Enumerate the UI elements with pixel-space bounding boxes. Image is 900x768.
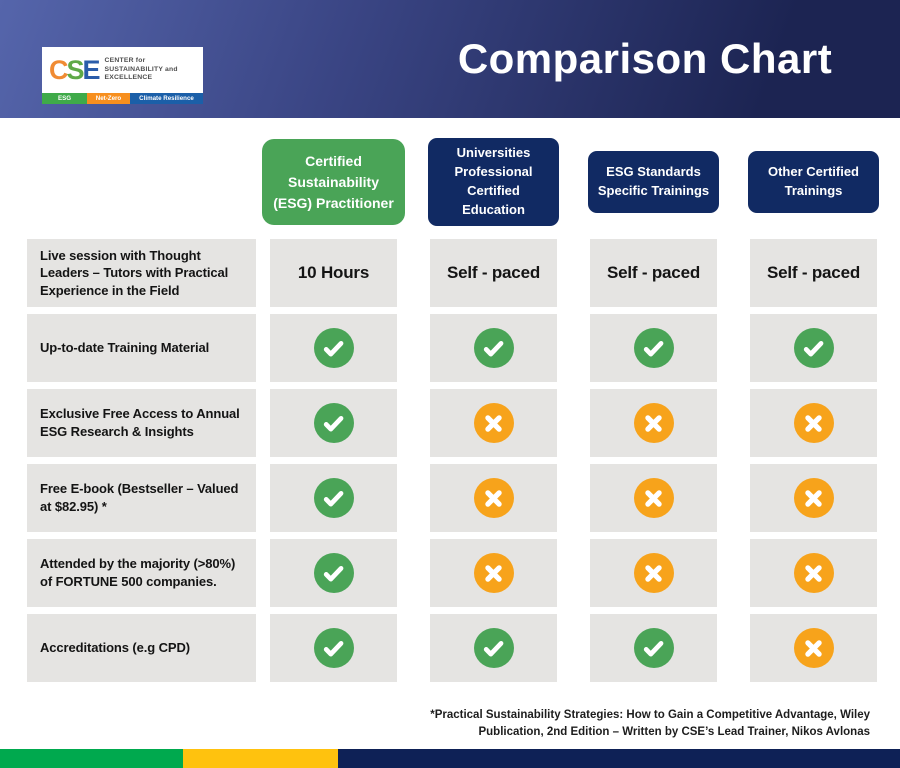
cross-icon: [633, 553, 674, 593]
footnote-line: Publication, 2nd Edition – Written by CS…: [478, 725, 870, 738]
column-headers: Certified Sustainability (ESG) Practitio…: [0, 138, 900, 226]
header-banner: C S E CENTER for SUSTAINABILITY and EXCE…: [0, 0, 900, 118]
value-cell: [270, 314, 397, 382]
table-row: Live session with Thought Leaders – Tuto…: [27, 239, 900, 307]
value-cell: 10 Hours: [270, 239, 397, 307]
value-cell: Self - paced: [750, 239, 877, 307]
check-icon: [313, 553, 354, 593]
comparison-table: Live session with Thought Leaders – Tuto…: [0, 239, 900, 682]
cross-icon: [793, 553, 834, 593]
check-icon: [473, 628, 514, 668]
row-label: Exclusive Free Access to Annual ESG Rese…: [27, 389, 256, 457]
value-cell: [590, 539, 717, 607]
check-icon: [633, 328, 674, 368]
value-cell: [750, 614, 877, 682]
value-cell: [430, 314, 557, 382]
value-cell: [270, 464, 397, 532]
logo-tag-esg: ESG: [42, 93, 87, 104]
column-header-esg-standards-trainings: ESG Standards Specific Trainings: [588, 151, 719, 213]
value-cell: [270, 614, 397, 682]
value-cell: [270, 389, 397, 457]
value-cell: [750, 464, 877, 532]
cell-text: Self - paced: [446, 263, 541, 282]
cross-icon: [633, 403, 674, 443]
footnote-line: *Practical Sustainability Strategies: Ho…: [430, 709, 870, 721]
column-slot: Certified Sustainability (ESG) Practitio…: [262, 139, 405, 225]
value-cell: [590, 314, 717, 382]
column-slot: Other Certified Trainings: [748, 151, 879, 213]
check-icon: [313, 478, 354, 518]
footer-stripes: [0, 749, 900, 768]
footnote: *Practical Sustainability Strategies: Ho…: [430, 707, 870, 740]
logo-wordmark-line: SUSTAINABILITY and: [104, 65, 178, 73]
table-row: Exclusive Free Access to Annual ESG Rese…: [27, 389, 900, 457]
cross-icon: [473, 403, 514, 443]
value-cell: [430, 389, 557, 457]
check-icon: [313, 628, 354, 668]
logo-tag-climate-resilience: Climate Resilience: [130, 93, 203, 104]
value-cell: [750, 314, 877, 382]
row-label: Attended by the majority (>80%) of FORTU…: [27, 539, 256, 607]
value-cell: [270, 539, 397, 607]
row-label: Live session with Thought Leaders – Tuto…: [27, 239, 256, 307]
value-cell: [590, 464, 717, 532]
cell-text: Self - paced: [606, 263, 701, 282]
value-cell: [430, 539, 557, 607]
logo-letter-e: E: [82, 54, 101, 85]
column-header-certified-esg-practitioner: Certified Sustainability (ESG) Practitio…: [262, 139, 405, 225]
logo-wordmark-line: CENTER for: [104, 56, 146, 64]
stripe-navy: [338, 749, 900, 768]
logo-letter-s: S: [66, 54, 85, 85]
value-cell: [750, 539, 877, 607]
table-row: Accreditations (e.g CPD): [27, 614, 900, 682]
cross-icon: [793, 628, 834, 668]
check-icon: [313, 328, 354, 368]
column-header-universities-professional: Universities Professional Certified Educ…: [428, 138, 559, 226]
column-slot: ESG Standards Specific Trainings: [588, 151, 719, 213]
logo-tag-net-zero: Net-Zero: [87, 93, 130, 104]
cross-icon: [473, 478, 514, 518]
cross-icon: [793, 403, 834, 443]
value-cell: [590, 389, 717, 457]
check-icon: [313, 403, 354, 443]
title-wrap: Comparison Chart: [390, 0, 900, 118]
cse-logo-letters: C S E: [49, 54, 101, 85]
value-cell: [590, 614, 717, 682]
stripe-yellow: [183, 749, 338, 768]
logo-letter-c: C: [49, 54, 68, 85]
page-title: Comparison Chart: [457, 35, 833, 82]
table-row: Up-to-date Training Material: [27, 314, 900, 382]
logo-wordmark: CENTER for SUSTAINABILITY and EXCELLENCE: [105, 57, 178, 83]
value-cell: [750, 389, 877, 457]
row-label: Free E-book (Bestseller – Valued at $82.…: [27, 464, 256, 532]
column-slot: Universities Professional Certified Educ…: [428, 138, 559, 226]
cell-text: 10 Hours: [297, 263, 370, 282]
cse-logo-top: C S E CENTER for SUSTAINABILITY and EXCE…: [42, 47, 203, 93]
column-header-other-certified-trainings: Other Certified Trainings: [748, 151, 879, 213]
row-label: Accreditations (e.g CPD): [27, 614, 256, 682]
logo-wordmark-line: EXCELLENCE: [104, 74, 153, 82]
cross-icon: [633, 478, 674, 518]
check-icon: [793, 328, 834, 368]
table-row: Attended by the majority (>80%) of FORTU…: [27, 539, 900, 607]
value-cell: [430, 614, 557, 682]
check-icon: [473, 328, 514, 368]
cross-icon: [793, 478, 834, 518]
value-cell: [430, 464, 557, 532]
cross-icon: [473, 553, 514, 593]
cse-logo: C S E CENTER for SUSTAINABILITY and EXCE…: [42, 47, 203, 104]
stripe-green: [0, 749, 183, 768]
table-row: Free E-book (Bestseller – Valued at $82.…: [27, 464, 900, 532]
cell-text: Self - paced: [766, 263, 861, 282]
value-cell: Self - paced: [590, 239, 717, 307]
value-cell: Self - paced: [430, 239, 557, 307]
row-label: Up-to-date Training Material: [27, 314, 256, 382]
logo-tagline-bar: ESG Net-Zero Climate Resilience: [42, 93, 203, 104]
check-icon: [633, 628, 674, 668]
